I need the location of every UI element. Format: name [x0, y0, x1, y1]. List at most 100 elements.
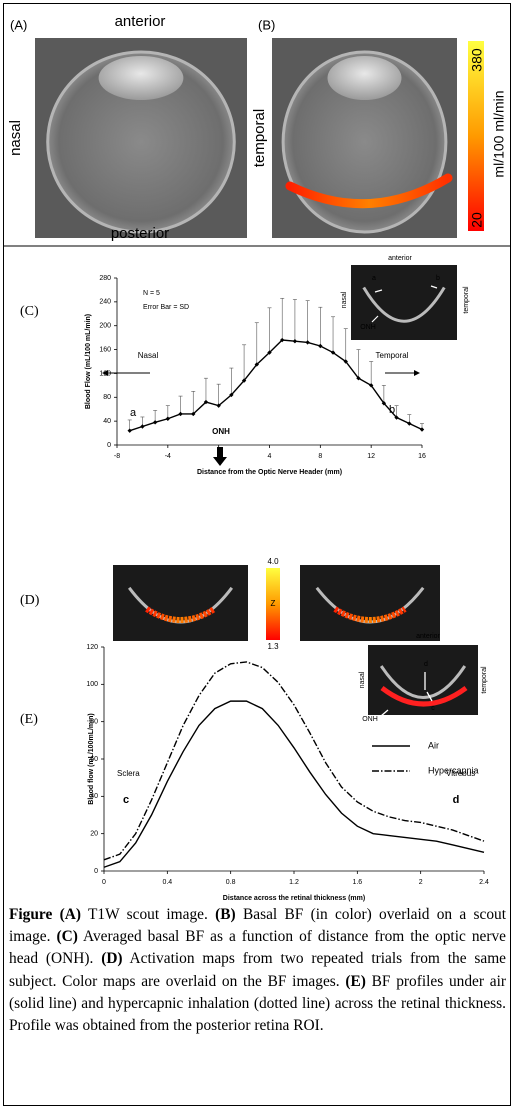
colorbar-label: 1.3: [267, 642, 279, 651]
colorbar-unit: ml/100 ml/min: [491, 90, 507, 177]
arrow-head: [102, 370, 108, 376]
x-tick-label: 2: [419, 879, 423, 886]
x-tick-label: 1.2: [289, 879, 299, 886]
caption: Figure (A) T1W scout image. (B) Basal BF…: [9, 904, 506, 1037]
y-tick-label: 200: [99, 323, 111, 330]
colorbar: [468, 41, 484, 231]
retina-arc: [128, 586, 233, 624]
data-point: [419, 427, 425, 432]
inset-label: nasal: [359, 671, 366, 688]
annotation: N = 5: [143, 290, 160, 297]
inset-label: temporal: [463, 286, 470, 314]
annotation: Temporal: [376, 351, 409, 360]
colorbar-label: 4.0: [267, 557, 279, 566]
arrow-head: [414, 370, 420, 376]
panel-label: (E): [20, 712, 38, 727]
activation-overlay: [333, 606, 407, 623]
annotation: Nasal: [138, 351, 159, 360]
y-tick-label: 240: [99, 299, 111, 306]
x-tick-label: 12: [367, 453, 375, 460]
arrow-onh: [213, 447, 227, 466]
caption-bold: (D): [101, 950, 123, 968]
orientation-label: nasal: [7, 120, 24, 156]
data-point: [152, 420, 158, 425]
data-point: [267, 350, 272, 355]
x-tick-label: 0.4: [162, 879, 172, 886]
data-point: [394, 415, 399, 420]
colorbar: [266, 568, 280, 640]
inset-label: nasal: [341, 291, 348, 308]
data-point: [165, 416, 171, 421]
caption-bold: (C): [56, 928, 78, 946]
y-tick-label: 40: [90, 793, 98, 800]
x-tick-label: -4: [165, 453, 171, 460]
figure: (A) anterior nasal posterior (B) tempora…: [3, 13, 511, 902]
annotation: d: [453, 794, 460, 806]
inset-label: anterior: [388, 255, 412, 262]
y-tick-label: 80: [90, 719, 98, 726]
data-point: [229, 392, 234, 398]
annotation: b: [389, 404, 395, 416]
x-tick-label: 0.8: [226, 879, 236, 886]
x-tick-label: -8: [114, 453, 120, 460]
y-tick-label: 0: [107, 442, 111, 449]
caption-text: Basal BF (in color) overlaid on a scout …: [9, 906, 507, 946]
annotation: c: [123, 794, 129, 806]
bf-overlay: [285, 173, 453, 209]
data-point: [203, 399, 209, 405]
inset-label: anterior: [416, 633, 440, 640]
x-tick-label: 8: [318, 453, 322, 460]
data-point: [254, 362, 259, 367]
panel-label: (D): [20, 593, 40, 608]
annotation: Error Bar = SD: [143, 304, 189, 311]
caption-bold: (B): [215, 906, 236, 923]
panel-label: (B): [258, 17, 275, 32]
data-point: [216, 403, 221, 408]
colorbar-title: Z: [271, 599, 276, 608]
y-axis-label: Blood flow (mL/100mL/min): [88, 713, 95, 804]
annotation: a: [130, 407, 137, 419]
data-line: [129, 339, 423, 432]
x-tick-label: 16: [418, 453, 426, 460]
data-point: [280, 337, 285, 343]
data-point: [330, 350, 336, 355]
data-line: [103, 661, 485, 861]
data-point: [178, 411, 183, 417]
inset-label: b: [436, 275, 440, 282]
data-point: [140, 424, 145, 429]
caption-text: Activation maps from two repeated trials…: [9, 950, 506, 990]
y-tick-label: 80: [103, 394, 111, 401]
data-point: [305, 340, 310, 345]
mri-image: [351, 265, 457, 340]
annotation: Vitreous: [446, 769, 475, 778]
x-tick-label: 2.4: [479, 879, 489, 886]
y-axis-label: Blood Flow (mL/100 mL/min): [85, 314, 92, 409]
x-axis-label: Distance across the retinal thickness (m…: [223, 895, 365, 902]
retina-arc: [362, 286, 446, 323]
y-tick-label: 0: [94, 868, 98, 875]
y-tick-label: 40: [103, 418, 111, 425]
inset-label: ONH: [360, 324, 376, 331]
eye-globe: [46, 50, 236, 234]
eye-globe: [281, 50, 448, 234]
retina-arc: [379, 665, 467, 699]
caption-bold: (E): [345, 972, 366, 990]
data-point: [368, 383, 374, 388]
orientation-label: temporal: [251, 109, 268, 167]
annotation: ONH: [212, 427, 230, 436]
mri-image: [300, 565, 440, 641]
data-point: [127, 428, 132, 433]
inset-overlay: [380, 685, 468, 707]
figure-frame: [3, 3, 511, 1106]
data-point: [191, 411, 196, 417]
mri-image: [113, 565, 248, 641]
data-point: [241, 378, 247, 383]
image-layer: [35, 38, 478, 715]
inset-label: c: [431, 705, 435, 712]
y-tick-label: 160: [99, 346, 111, 353]
caption-text: BF profiles under air (solid line) and h…: [9, 972, 506, 1035]
data-point: [318, 343, 323, 349]
caption-text: T1W scout image.: [80, 906, 216, 923]
caption-text: Averaged basal BF as a function of dista…: [9, 928, 506, 968]
